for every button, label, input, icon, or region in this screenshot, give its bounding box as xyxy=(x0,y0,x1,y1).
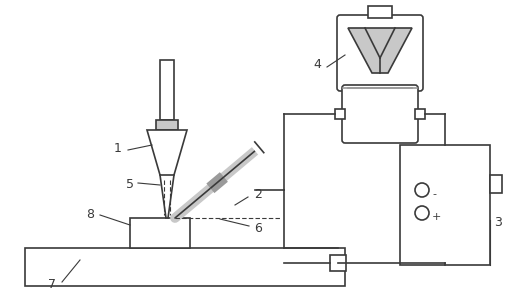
Circle shape xyxy=(415,183,429,197)
Text: 8: 8 xyxy=(86,208,94,221)
Text: 3: 3 xyxy=(494,215,502,228)
FancyBboxPatch shape xyxy=(342,85,418,143)
Text: 7: 7 xyxy=(48,278,56,291)
Bar xyxy=(335,109,345,119)
FancyBboxPatch shape xyxy=(337,15,423,91)
Bar xyxy=(130,218,190,248)
Text: 5: 5 xyxy=(126,178,134,191)
Text: 4: 4 xyxy=(313,58,321,72)
Bar xyxy=(415,109,425,119)
Bar xyxy=(368,6,392,18)
Text: 2: 2 xyxy=(254,188,262,201)
Text: 1: 1 xyxy=(114,142,122,155)
Text: +: + xyxy=(432,212,442,222)
Text: 6: 6 xyxy=(254,221,262,235)
Text: -: - xyxy=(432,189,436,199)
Bar xyxy=(330,255,346,271)
Bar xyxy=(25,248,345,286)
Bar xyxy=(160,60,174,120)
Polygon shape xyxy=(147,130,187,175)
Bar xyxy=(400,145,490,265)
Polygon shape xyxy=(348,28,412,73)
Bar xyxy=(156,120,178,130)
Circle shape xyxy=(415,206,429,220)
Bar xyxy=(490,175,502,193)
